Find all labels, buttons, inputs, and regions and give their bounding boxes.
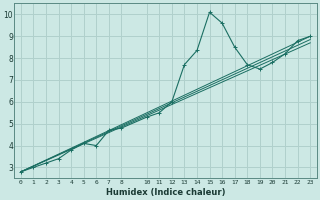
X-axis label: Humidex (Indice chaleur): Humidex (Indice chaleur) <box>106 188 225 197</box>
